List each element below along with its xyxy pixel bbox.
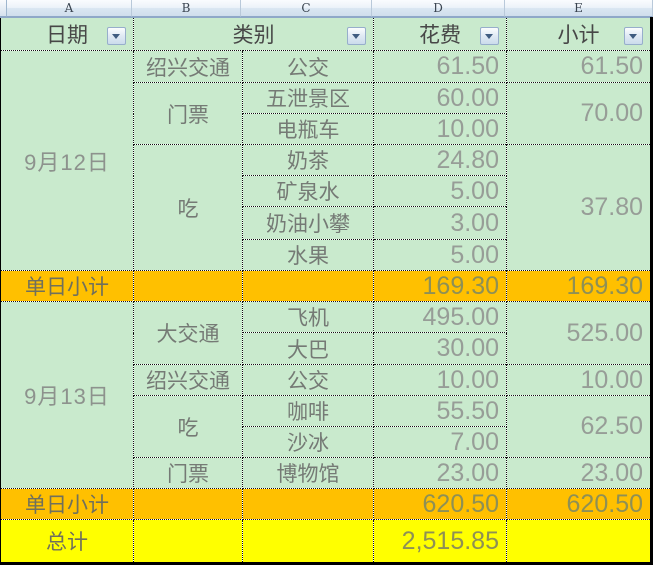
amount-cell[interactable]: 61.50 [506, 50, 652, 83]
item-cell[interactable]: 飞机 [242, 301, 374, 333]
amount-cell[interactable]: 525.00 [506, 301, 652, 365]
category-cell[interactable]: 绍兴交通 [133, 50, 243, 83]
amount-cell[interactable]: 2,515.85 [373, 519, 507, 564]
item-cell[interactable]: 五泄景区 [242, 82, 374, 114]
amount-cell[interactable]: 169.30 [506, 270, 652, 302]
amount-cell[interactable]: 5.00 [373, 175, 507, 207]
item-cell[interactable]: 博物馆 [242, 457, 374, 489]
amount-cell[interactable]: 30.00 [373, 332, 507, 365]
date-cell[interactable]: 9月12日 [0, 50, 134, 271]
filter-dropdown-icon[interactable] [107, 27, 126, 45]
amount-cell[interactable]: 10.00 [373, 113, 507, 145]
item-cell[interactable]: 咖啡 [242, 395, 374, 427]
category-cell[interactable]: 吃 [133, 395, 243, 458]
empty-cell[interactable] [133, 270, 243, 302]
amount-cell[interactable]: 24.80 [373, 144, 507, 176]
item-cell[interactable]: 矿泉水 [242, 175, 374, 207]
item-cell[interactable]: 沙冰 [242, 426, 374, 458]
amount-cell[interactable]: 620.50 [373, 488, 507, 520]
header-label: 日期 [46, 24, 88, 47]
category-cell[interactable]: 大交通 [133, 301, 243, 365]
header-cell[interactable]: 日期 [0, 17, 134, 51]
header-label: 小计 [557, 24, 600, 47]
amount-cell[interactable]: 70.00 [506, 82, 652, 145]
item-cell[interactable]: 大巴 [242, 332, 374, 365]
filter-dropdown-icon[interactable] [624, 27, 643, 45]
amount-cell[interactable]: 495.00 [373, 301, 507, 333]
empty-cell[interactable] [506, 519, 652, 564]
category-cell[interactable]: 门票 [133, 82, 243, 145]
subtotal-label-cell[interactable]: 总计 [0, 519, 134, 564]
column-header-C[interactable]: C [241, 0, 372, 17]
empty-cell[interactable] [242, 488, 374, 520]
empty-cell[interactable] [133, 519, 243, 564]
subtotal-label-cell[interactable]: 单日小计 [0, 270, 134, 302]
amount-cell[interactable]: 60.00 [373, 82, 507, 114]
column-header-A[interactable]: A [7, 0, 132, 17]
amount-cell[interactable]: 620.50 [506, 488, 652, 520]
header-cell[interactable]: 类别 [133, 17, 374, 51]
amount-cell[interactable]: 3.00 [373, 206, 507, 240]
category-cell[interactable]: 吃 [133, 144, 243, 271]
table-body: 日期 类别 花费 小计 9月12日 绍兴交通 公交 61.50 61.50 门票 五泄景区 60.00… [0, 17, 652, 564]
amount-cell[interactable]: 23.00 [373, 457, 507, 489]
subtotal-label-cell[interactable]: 单日小计 [0, 488, 134, 520]
item-cell[interactable]: 公交 [242, 50, 374, 83]
header-corner [0, 0, 7, 17]
filter-dropdown-icon[interactable] [347, 27, 366, 45]
header-label: 花费 [419, 24, 461, 47]
column-header-B[interactable]: B [132, 0, 241, 17]
amount-cell[interactable]: 23.00 [506, 457, 652, 489]
header-cell[interactable]: 小计 [506, 17, 652, 51]
header-cell[interactable]: 花费 [373, 17, 507, 51]
item-cell[interactable]: 电瓶车 [242, 113, 374, 145]
category-cell[interactable]: 门票 [133, 457, 243, 489]
empty-cell[interactable] [133, 488, 243, 520]
header-label: 类别 [232, 24, 275, 47]
expense-table: 日期 类别 花费 小计 9月12日 绍兴交通 公交 61.50 61.50 门票 五泄景区 60.00… [0, 17, 653, 565]
amount-cell[interactable]: 37.80 [506, 144, 652, 271]
date-cell[interactable]: 9月13日 [0, 301, 134, 489]
amount-cell[interactable]: 10.00 [373, 364, 507, 396]
empty-cell[interactable] [242, 270, 374, 302]
amount-cell[interactable]: 5.00 [373, 239, 507, 271]
item-cell[interactable]: 水果 [242, 239, 374, 271]
amount-cell[interactable]: 169.30 [373, 270, 507, 302]
category-cell[interactable]: 绍兴交通 [133, 364, 243, 396]
column-header-E[interactable]: E [505, 0, 653, 17]
item-cell[interactable]: 公交 [242, 364, 374, 396]
amount-cell[interactable]: 10.00 [506, 364, 652, 396]
item-cell[interactable]: 奶油小攀 [242, 206, 374, 240]
amount-cell[interactable]: 55.50 [373, 395, 507, 427]
empty-cell[interactable] [242, 519, 374, 564]
amount-cell[interactable]: 7.00 [373, 426, 507, 458]
filter-dropdown-icon[interactable] [480, 27, 499, 45]
column-header-D[interactable]: D [372, 0, 505, 17]
amount-cell[interactable]: 62.50 [506, 395, 652, 458]
amount-cell[interactable]: 61.50 [373, 50, 507, 83]
item-cell[interactable]: 奶茶 [242, 144, 374, 176]
